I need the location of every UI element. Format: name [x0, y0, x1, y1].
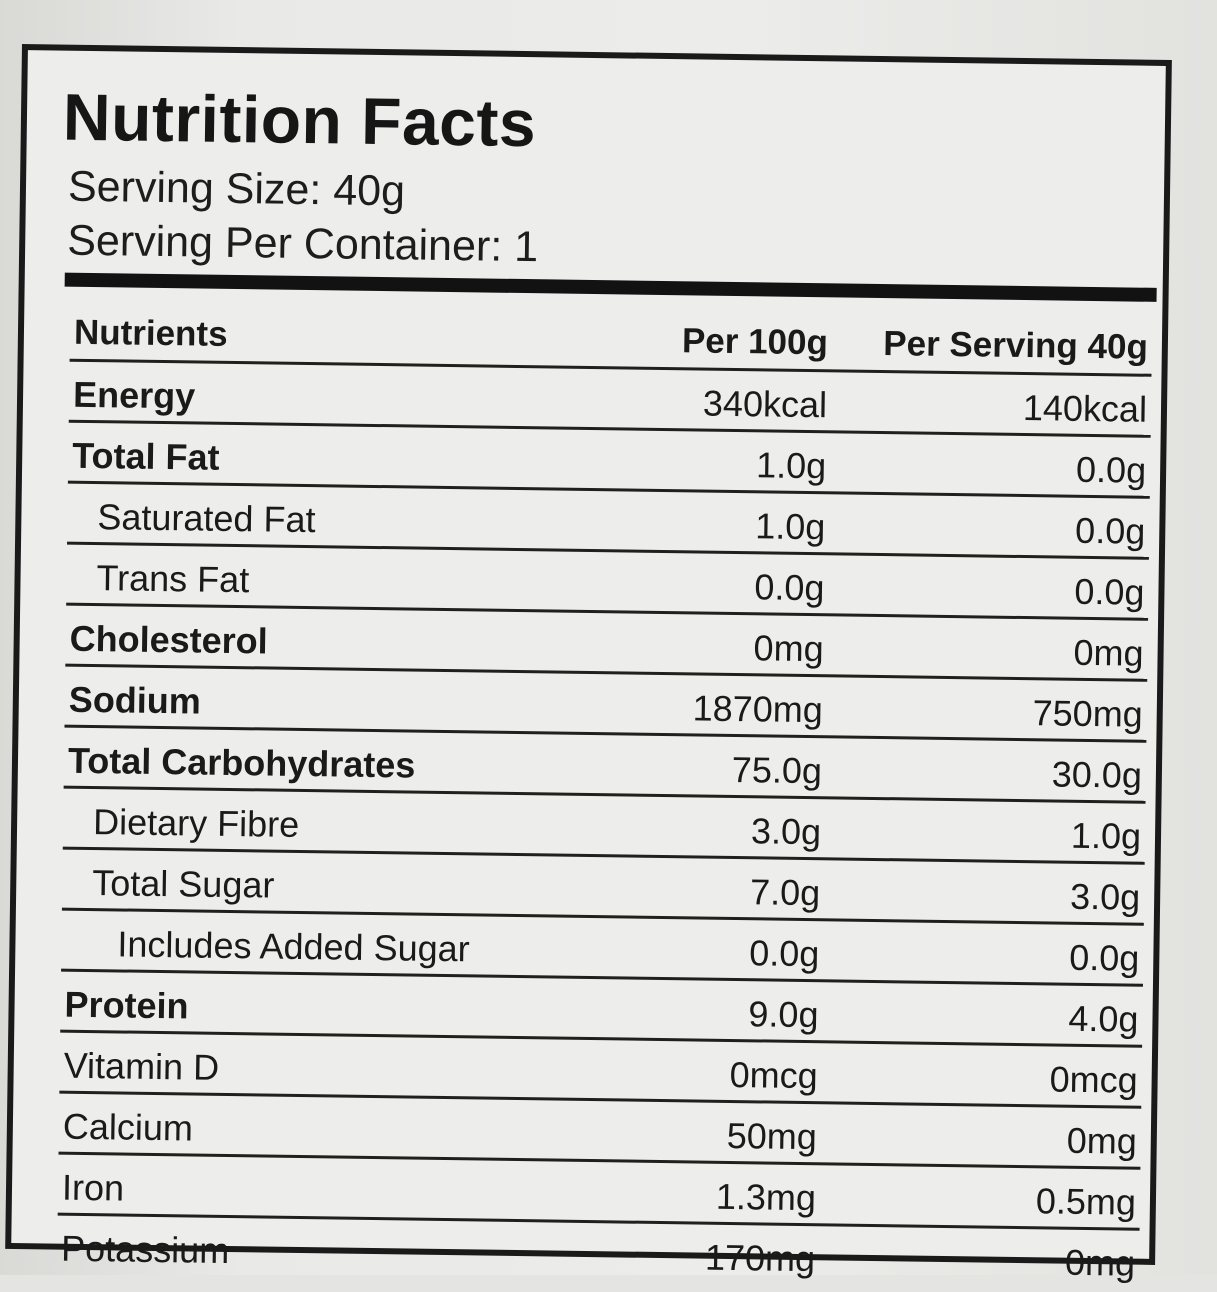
nutrient-per-serving: 750mg: [1032, 692, 1144, 735]
nutrient-name: Energy: [72, 373, 196, 417]
nutrient-per-serving: 140kcal: [1022, 387, 1148, 430]
nutrient-per-serving: 0.5mg: [1035, 1180, 1137, 1223]
nutrient-per-100g: 1870mg: [692, 687, 824, 731]
nutrient-table: Nutrients Per 100g Per Serving 40g Energ…: [57, 300, 1153, 1292]
nutrient-per-100g: 170mg: [704, 1236, 816, 1280]
nutrient-per-serving: 0.0g: [1074, 509, 1146, 552]
nutrient-name: Total Fat: [71, 434, 220, 478]
nutrient-per-serving: 0mg: [1064, 1241, 1136, 1284]
nutrient-name: Protein: [64, 983, 189, 1027]
nutrient-per-100g: 75.0g: [731, 748, 823, 792]
nutrient-name: Saturated Fat: [97, 496, 316, 541]
nutrient-per-serving: 1.0g: [1070, 814, 1142, 857]
nutrient-per-serving: 4.0g: [1068, 997, 1139, 1040]
nutrient-per-serving: 0mcg: [1049, 1058, 1138, 1101]
nutrient-name: Includes Added Sugar: [117, 923, 470, 970]
nutrient-per-100g: 0mg: [753, 627, 824, 670]
nutrient-per-100g: 1.0g: [754, 505, 826, 548]
label-title: Nutrition Facts: [62, 79, 537, 161]
nutrient-per-serving: 3.0g: [1069, 875, 1141, 918]
nutrient-per-100g: 1.3mg: [715, 1175, 817, 1219]
nutrient-per-100g: 1.0g: [755, 444, 827, 487]
nutrient-per-100g: 340kcal: [702, 382, 828, 426]
header-per-serving: Per Serving 40g: [883, 324, 1149, 367]
nutrient-per-serving: 0.0g: [1074, 570, 1145, 613]
nutrient-per-100g: 50mg: [726, 1114, 818, 1158]
nutrient-per-100g: 7.0g: [749, 871, 821, 914]
nutrient-name: Total Carbohydrates: [67, 739, 416, 786]
nutrient-name: Potassium: [60, 1227, 230, 1272]
nutrient-per-100g: 9.0g: [748, 993, 819, 1036]
nutrient-name: Dietary Fibre: [92, 801, 300, 845]
nutrition-facts-label: Nutrition Facts Serving Size: 40g Servin…: [5, 44, 1172, 1284]
nutrient-name: Total Sugar: [92, 862, 275, 906]
nutrient-name: Vitamin D: [63, 1044, 220, 1088]
nutrient-name: Trans Fat: [96, 557, 250, 601]
serving-per-container: Serving Per Container: 1: [66, 216, 539, 272]
nutrient-name: Iron: [61, 1166, 125, 1209]
nutrient-per-100g: 0.0g: [749, 932, 820, 975]
nutrient-per-serving: 0mg: [1066, 1119, 1138, 1162]
nutrient-per-serving: 0.0g: [1075, 448, 1147, 491]
nutrient-name: Sodium: [68, 678, 202, 722]
serving-size: Serving Size: 40g: [67, 162, 406, 216]
nutrient-per-100g: 0.0g: [754, 566, 825, 609]
nutrient-per-100g: 0mcg: [729, 1053, 818, 1097]
nutrient-per-serving: 0.0g: [1068, 936, 1140, 979]
nutrient-per-serving: 30.0g: [1051, 753, 1143, 796]
nutrient-name: Cholesterol: [69, 617, 269, 662]
nutrient-per-serving: 0mg: [1073, 631, 1144, 674]
thick-divider: [64, 272, 1157, 302]
header-per-100g: Per 100g: [681, 321, 829, 363]
header-nutrients: Nutrients: [73, 312, 228, 354]
nutrient-name: Calcium: [62, 1105, 194, 1149]
nutrient-per-100g: 3.0g: [750, 810, 822, 853]
